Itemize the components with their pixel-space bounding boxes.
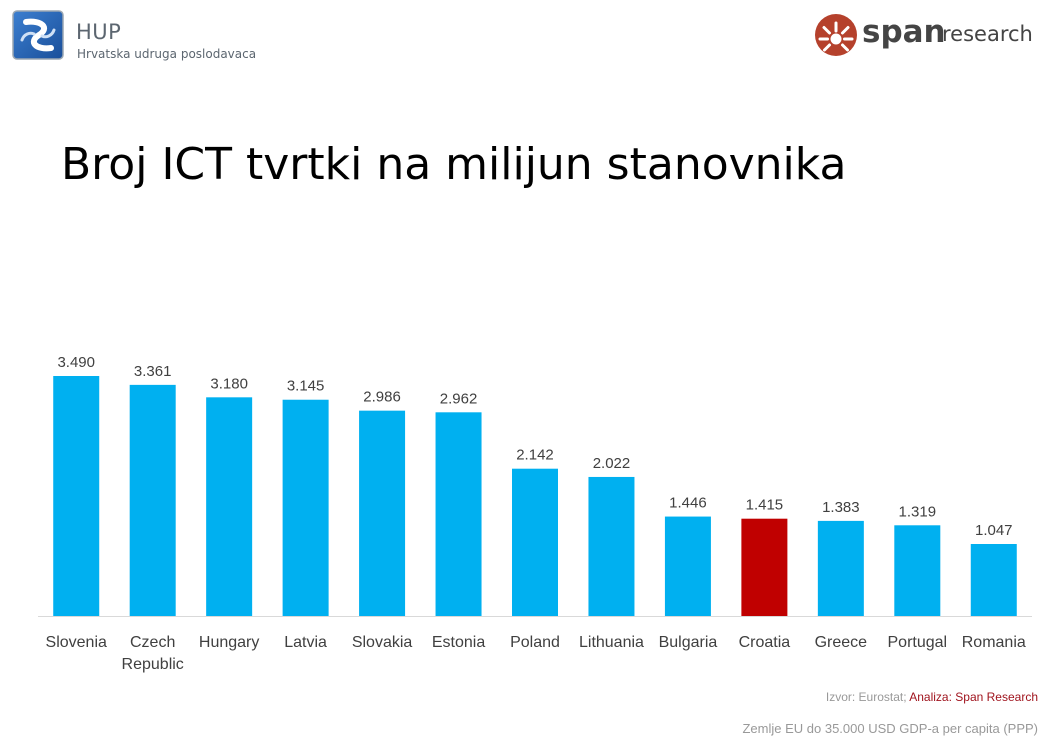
category-label-romania: Romania xyxy=(962,634,1026,651)
source-note: Izvor: Eurostat; Analiza: Span Research xyxy=(826,690,1038,704)
category-label-estonia: Estonia xyxy=(432,634,485,651)
span-research-wordmark: research xyxy=(942,22,1033,46)
bar-slovenia xyxy=(53,376,100,616)
category-label-lithuania: Lithuania xyxy=(579,634,644,651)
span-sun-logo xyxy=(815,14,857,56)
bar-greece xyxy=(817,520,864,616)
category-label-bulgaria: Bulgaria xyxy=(659,634,718,651)
value-label-lithuania: 2.022 xyxy=(593,455,631,472)
value-label-czech-republic: 3.361 xyxy=(134,363,172,380)
footnote: Zemlje EU do 35.000 USD GDP-a per capita… xyxy=(742,721,1038,736)
hup-subtitle: Hrvatska udruga poslodavaca xyxy=(77,47,257,61)
category-label-portugal: Portugal xyxy=(888,634,948,651)
bar-hungary xyxy=(206,397,253,616)
category-label-slovakia: Slovakia xyxy=(352,634,413,651)
value-label-slovenia: 3.490 xyxy=(57,354,95,371)
category-label-slovenia: Slovenia xyxy=(46,634,107,651)
source-analysis: Analiza: Span Research xyxy=(909,690,1038,704)
bar-czech-republic xyxy=(129,384,176,616)
bar-latvia xyxy=(282,399,329,616)
bar-lithuania xyxy=(588,476,635,616)
span-wordmark: span xyxy=(862,14,946,50)
bar-romania xyxy=(970,544,1017,616)
value-label-slovakia: 2.986 xyxy=(363,389,401,406)
value-label-croatia: 1.415 xyxy=(746,497,784,514)
hup-name: HUP xyxy=(76,20,122,44)
category-label-croatia: Croatia xyxy=(739,634,791,651)
category-label-latvia: Latvia xyxy=(284,634,327,651)
value-label-bulgaria: 1.446 xyxy=(669,495,707,512)
bar-group xyxy=(53,376,1017,616)
category-label-poland: Poland xyxy=(510,634,560,651)
bar-croatia xyxy=(741,518,788,616)
value-label-group: 3.490 3.361 3.180 3.145 2.986 2.962 2.142 2.022… xyxy=(57,354,1012,539)
hup-logo xyxy=(12,10,64,60)
bar-slovakia xyxy=(359,410,406,616)
category-label-greece: Greece xyxy=(815,634,868,651)
page-title: Broj ICT tvrtki na milijun stanovnika xyxy=(61,139,847,191)
bar-bulgaria xyxy=(664,516,711,616)
bar-poland xyxy=(512,468,558,616)
bar-estonia xyxy=(435,412,482,616)
value-label-estonia: 2.962 xyxy=(440,390,478,407)
bar-portugal xyxy=(894,525,941,616)
value-label-romania: 1.047 xyxy=(975,522,1013,539)
value-label-poland: 2.142 xyxy=(516,447,554,464)
value-label-hungary: 3.180 xyxy=(210,375,248,392)
category-label-hungary: Hungary xyxy=(199,634,259,651)
category-label-czech-republic: Czech Republic xyxy=(122,634,184,673)
source-prefix: Izvor: Eurostat; xyxy=(825,690,910,704)
category-label-group: Slovenia Czech Republic Hungary Latvia Slovak… xyxy=(46,634,1026,673)
value-label-portugal: 1.319 xyxy=(899,503,937,520)
value-label-greece: 1.383 xyxy=(822,499,860,516)
value-label-latvia: 3.145 xyxy=(287,378,325,395)
